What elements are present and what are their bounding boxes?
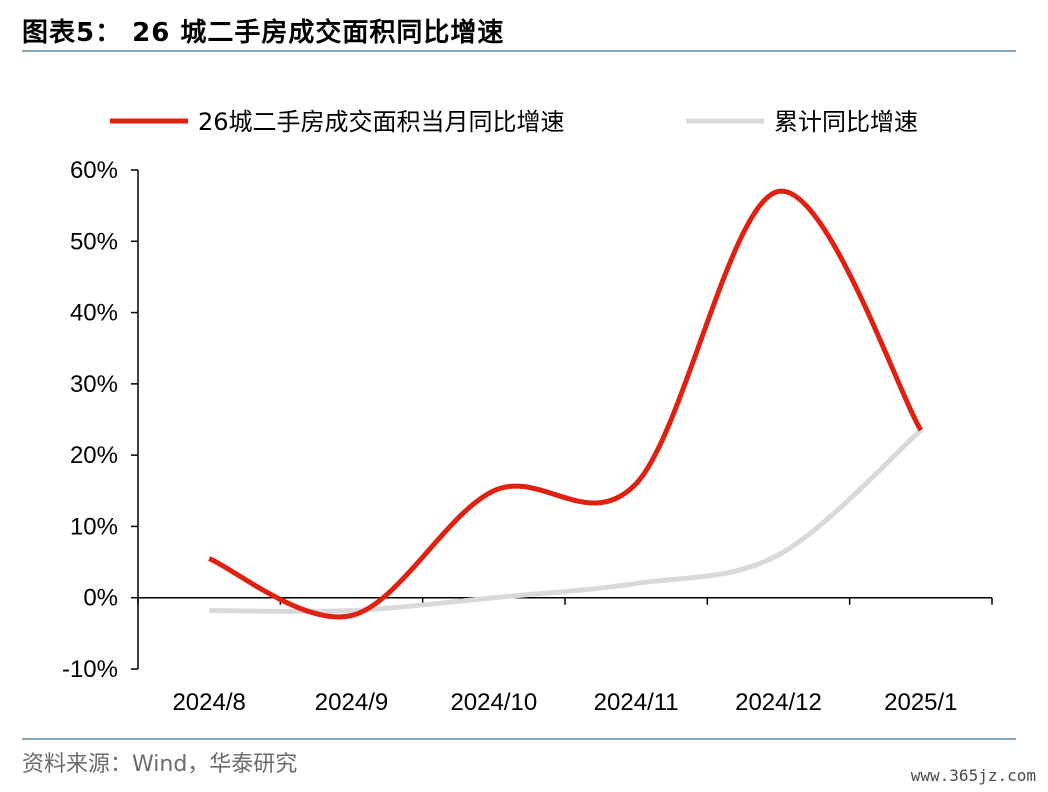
legend: 26城二手房成交面积当月同比增速 累计同比增速 bbox=[110, 108, 918, 136]
figure-title: 图表5： 26 城二手房成交面积同比增速 bbox=[22, 18, 505, 48]
x-tick-label: 2025/1 bbox=[884, 689, 957, 716]
x-tick-label: 2024/12 bbox=[735, 689, 822, 716]
y-tick-label: 10% bbox=[70, 513, 118, 540]
legend-label-0: 26城二手房成交面积当月同比增速 bbox=[198, 108, 565, 136]
y-tick-label: 0% bbox=[83, 585, 118, 612]
y-tick-label: 50% bbox=[70, 228, 118, 255]
source-divider bbox=[22, 738, 1016, 740]
x-tick-label: 2024/9 bbox=[315, 689, 388, 716]
y-tick-label: 60% bbox=[70, 157, 118, 184]
y-tick-label: 20% bbox=[70, 442, 118, 469]
title-divider bbox=[22, 50, 1016, 52]
series-line-1 bbox=[209, 428, 923, 614]
series-lines bbox=[208, 188, 923, 620]
legend-label-1: 累计同比增速 bbox=[774, 108, 918, 136]
x-tick-label: 2024/11 bbox=[594, 689, 679, 716]
series-line-0 bbox=[208, 188, 923, 620]
y-tick-label: 30% bbox=[70, 371, 118, 398]
x-tick-label: 2024/8 bbox=[172, 689, 245, 716]
axes: -10% 0% 10% 20% 30% 40% 50% 60% 2024/8 2024/9 2024… bbox=[62, 157, 993, 716]
x-tick-label: 2024/10 bbox=[450, 689, 537, 716]
source-note: 资料来源：Wind，华泰研究 bbox=[22, 752, 298, 777]
y-tick-label: -10% bbox=[62, 656, 118, 683]
y-tick-label: 40% bbox=[70, 300, 118, 327]
watermark: www.365jz.com bbox=[910, 766, 1036, 785]
